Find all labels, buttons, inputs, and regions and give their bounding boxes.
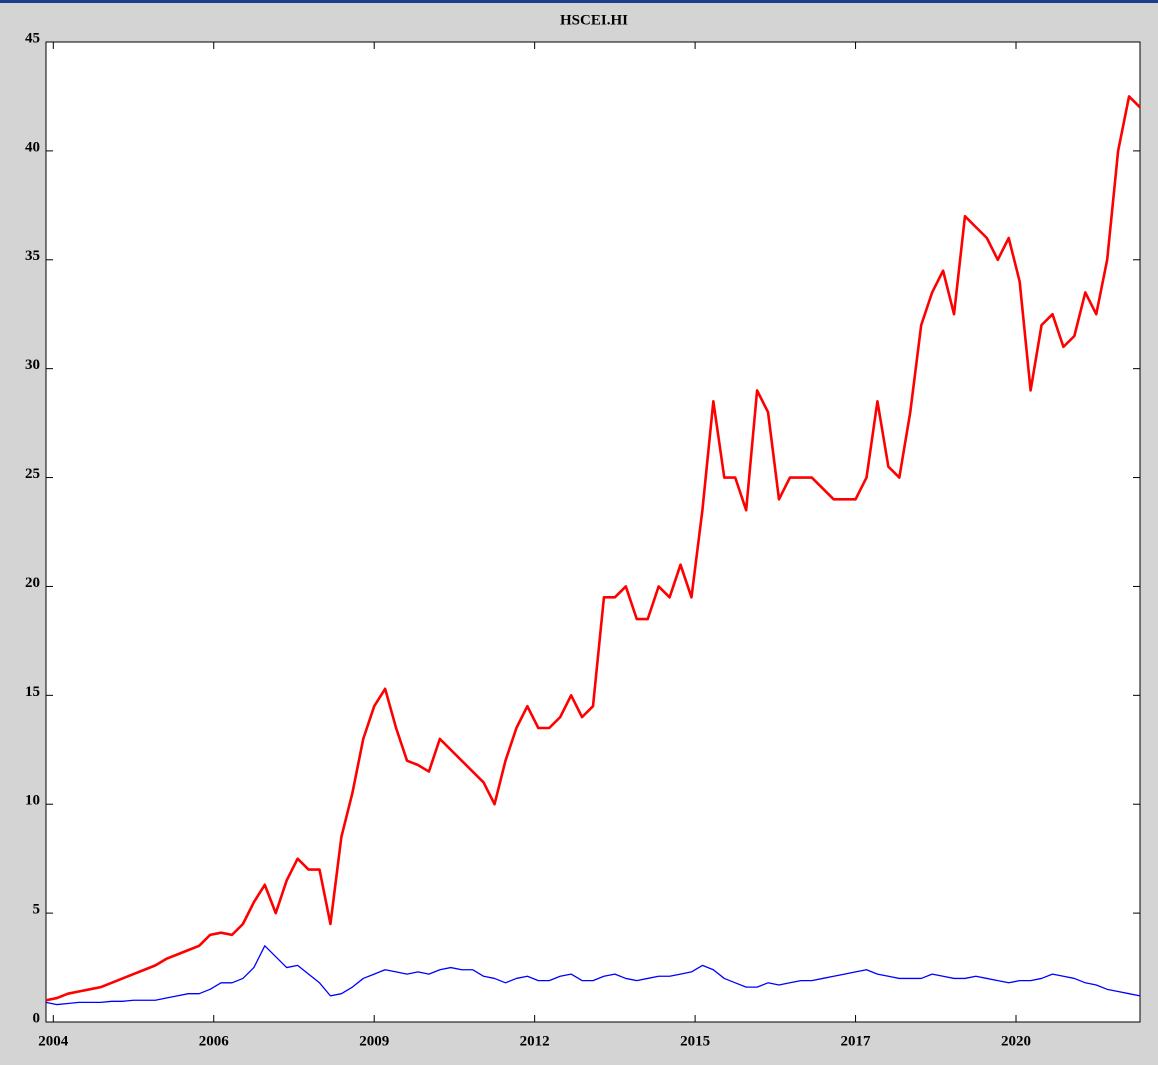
window-frame [0,0,1158,3]
x-tick-label: 2004 [38,1033,69,1049]
y-tick-label: 40 [25,139,40,155]
chart-title: HSCEI.HI [560,12,628,28]
x-tick-label: 2009 [359,1033,389,1049]
y-tick-label: 25 [25,466,40,482]
series-line [45,945,1141,1006]
y-tick-label: 15 [25,684,40,700]
x-tick-label: 2012 [520,1033,550,1049]
y-tick-label: 5 [33,902,41,918]
y-tick-label: 30 [25,357,40,373]
y-tick-label: 10 [25,793,40,809]
y-tick-label: 45 [25,30,40,46]
x-tick-label: 2020 [1001,1033,1031,1049]
series-line [45,95,1141,1002]
y-tick-label: 20 [25,575,40,591]
plot-area [45,41,1141,1023]
x-tick-label: 2015 [680,1033,710,1049]
x-tick-label: 2006 [199,1033,230,1049]
y-tick-label: 35 [25,248,40,264]
x-tick-label: 2017 [841,1033,872,1049]
y-tick-label: 0 [33,1010,41,1026]
